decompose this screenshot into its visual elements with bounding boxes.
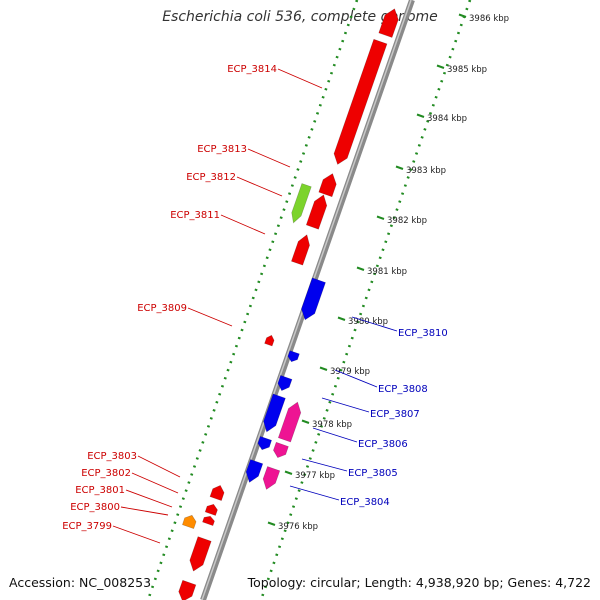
callout-line-left	[131, 472, 179, 494]
scale-label: 3981 kbp	[367, 267, 407, 277]
scale-label: 3977 kbp	[295, 471, 335, 481]
gene-ecp-3810-arrow	[301, 277, 326, 321]
scale-label: 3985 kbp	[447, 65, 487, 75]
scale-tick	[395, 165, 404, 170]
gene-label-left: ECP_3811	[170, 210, 220, 221]
gene-ecp-3813-arrow	[318, 173, 337, 198]
callout-line-left	[277, 68, 323, 89]
callout-line-left	[220, 214, 266, 235]
gene-ecp-3801-arrow	[202, 515, 215, 526]
gene-ecp-3799-arrow	[189, 536, 212, 572]
scale-tick	[267, 521, 276, 526]
callout-line-right	[351, 316, 398, 332]
gene-ecp-3815-arrow	[378, 8, 399, 38]
gene-ecp-3811a-arrow	[305, 194, 328, 230]
gene-label-right: ECP_3807	[370, 409, 420, 420]
callout-line-right	[289, 485, 340, 501]
gene-ecp-3812-arrow	[291, 183, 312, 224]
scale-label: 3983 kbp	[406, 166, 446, 176]
gene-ecp-3804a-arrow	[245, 459, 264, 483]
inner-dotted-track	[146, 0, 359, 600]
scale-tick	[458, 13, 467, 18]
scale-label: 3986 kbp	[469, 14, 509, 24]
gene-ecp-3805b-arrow	[273, 441, 289, 458]
gene-label-left: ECP_3800	[70, 502, 120, 513]
gene-label-left: ECP_3802	[81, 468, 131, 479]
gene-label-left: ECP_3803	[87, 451, 137, 462]
gene-callouts: ECP_3814 ECP_3813 ECP_3812 ECP_3811 ECP_3809…	[62, 64, 448, 544]
gene-ecp-3798-arrow	[178, 579, 197, 600]
gene-label-right: ECP_3808	[378, 384, 428, 395]
scale-tick	[284, 470, 293, 475]
gene-label-left: ECP_3812	[186, 172, 236, 183]
scale-tick	[337, 316, 346, 321]
callout-line-left	[112, 525, 161, 544]
gene-label-right: ECP_3804	[340, 497, 390, 508]
gene-label-left: ECP_3813	[197, 144, 247, 155]
scale-label: 3976 kbp	[278, 522, 318, 532]
scale-tick	[416, 113, 425, 118]
gene-ecp-3807-arrow	[263, 393, 286, 433]
callout-line-right	[334, 369, 378, 388]
scale-tick	[301, 419, 310, 424]
scale-label: 3978 kbp	[312, 420, 352, 430]
gene-label-left: ECP_3814	[227, 64, 277, 75]
gene-label-left: ECP_3809	[137, 303, 187, 314]
callout-line-right	[301, 458, 348, 472]
gene-ecp-3809-arrow	[264, 334, 275, 347]
scale-tick	[356, 266, 365, 271]
callout-line-left	[125, 489, 173, 508]
gene-ecp-3811b-arrow	[291, 234, 310, 266]
genome-summary-text: Topology: circular; Length: 4,938,920 bp…	[247, 575, 591, 590]
gene-ecp-3804b-arrow	[262, 466, 281, 490]
gene-ecp-3808a-arrow	[287, 350, 300, 363]
gene-label-left: ECP_3799	[62, 521, 112, 532]
kbp-scale-labels: 3986 kbp 3985 kbp 3984 kbp 3983 kbp 3982 kbp…	[267, 13, 509, 532]
gene-features	[178, 8, 399, 600]
scale-label: 3979 kbp	[330, 367, 370, 377]
scale-label: 3984 kbp	[427, 114, 467, 124]
gene-ecp-3806-arrow	[277, 401, 302, 443]
scale-label: 3982 kbp	[387, 216, 427, 226]
callout-line-left	[187, 307, 233, 327]
callout-line-left	[236, 176, 283, 197]
callout-line-right	[312, 427, 358, 443]
scale-tick	[319, 366, 328, 371]
map-title: Escherichia coli 536, complete genome	[162, 9, 438, 25]
scale-tick	[436, 64, 445, 69]
gene-ecp-3803-arrow	[209, 485, 225, 501]
callout-line-left	[120, 506, 169, 516]
callout-line-left	[137, 455, 181, 478]
callout-line-right	[321, 397, 370, 413]
gene-ecp-3805a-arrow	[257, 436, 272, 451]
gene-ecp-3800-arrow	[182, 514, 197, 529]
gene-label-right: ECP_3810	[398, 328, 448, 339]
gene-ecp-3814-arrow	[333, 38, 388, 165]
gene-label-left: ECP_3801	[75, 485, 125, 496]
gene-ecp-3808b-arrow	[277, 375, 293, 391]
gene-label-right: ECP_3805	[348, 468, 398, 479]
accession-text: Accession: NC_008253	[9, 575, 152, 590]
gene-label-right: ECP_3806	[358, 439, 408, 450]
scale-tick	[376, 215, 385, 220]
callout-line-left	[247, 148, 291, 168]
gene-ecp-3802-arrow	[204, 503, 218, 516]
